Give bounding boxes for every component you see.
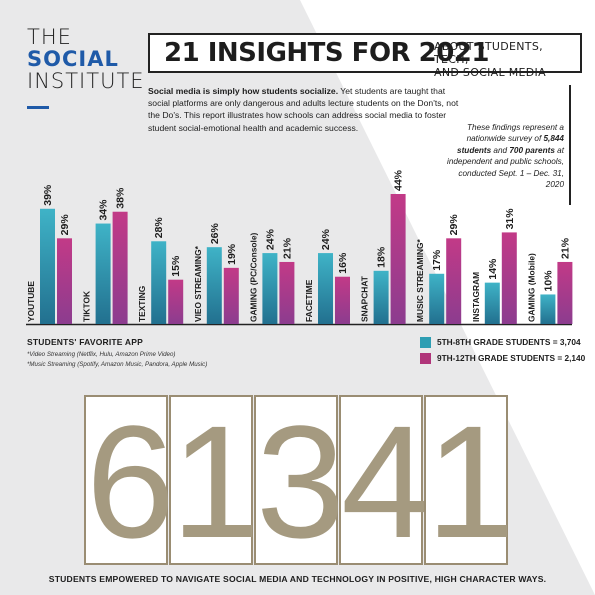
page-title: 21 INSIGHTS FOR 2021 <box>164 38 489 68</box>
data-label: 26% <box>209 223 221 245</box>
data-label: 29% <box>448 214 460 236</box>
data-label: 39% <box>42 184 54 206</box>
note-part-3: at independent and public schools, condu… <box>447 145 564 190</box>
bar-middle-school <box>95 223 111 324</box>
note-students: 5,844 students <box>457 134 564 155</box>
category-label: MUSIC STREAMING* <box>415 238 425 322</box>
logo-line-2: SOCIAL <box>27 47 119 71</box>
category-label: TEXTING <box>137 286 147 322</box>
category-label: GAMING (PC/Console) <box>248 232 258 322</box>
logo: THE SOCIAL INSTITUTE <box>27 25 145 109</box>
bar-middle-school <box>151 241 167 324</box>
legend-label-high: 9TH-12TH GRADE STUDENTS = 2,140 <box>437 353 586 363</box>
legend-item-high: 9TH-12TH GRADE STUDENTS = 2,140 <box>420 353 586 365</box>
title-box: 21 INSIGHTS FOR 2021 ABOUT STUDENTS, TEC… <box>148 33 582 79</box>
data-label: 21% <box>559 237 571 259</box>
bar-high-school <box>168 279 184 324</box>
category-label: GAMING (Mobile) <box>526 253 536 322</box>
bar-high-school <box>390 194 406 324</box>
bar-middle-school <box>40 208 55 324</box>
category-label: VIEO STREAMING* <box>193 245 203 322</box>
bar-high-school <box>279 261 295 324</box>
digit-box-3: 3 <box>254 392 345 571</box>
bar-middle-school <box>484 282 500 324</box>
data-label: 18% <box>376 246 388 268</box>
logo-line-1: THE <box>27 25 72 49</box>
digit-5: 1 <box>426 392 515 571</box>
bar-high-school <box>223 267 239 324</box>
data-label: 34% <box>98 199 110 221</box>
bar-middle-school <box>373 270 389 324</box>
subtitle-line-2: AND SOCIAL MEDIA <box>434 66 546 79</box>
digit-4: 4 <box>341 392 430 571</box>
bar-high-school <box>557 261 573 324</box>
bar-middle-school <box>262 253 278 324</box>
note-divider <box>569 85 571 205</box>
digit-box-2: 1 <box>169 392 260 571</box>
data-label: 17% <box>431 249 443 271</box>
data-label: 19% <box>226 243 238 265</box>
bar-high-school <box>112 211 128 324</box>
legend-label-middle: 5TH-8TH GRADE STUDENTS = 3,704 <box>437 337 581 347</box>
digit-box-1: 6 <box>84 392 175 571</box>
digit-box-5: 1 <box>424 392 515 571</box>
digit-box-4: 4 <box>339 392 430 571</box>
subtitle-line-1: ABOUT STUDENTS, TECH, <box>434 40 543 66</box>
legend-swatch-magenta <box>420 353 431 365</box>
intro-bold: Social media is simply how students soci… <box>148 86 339 96</box>
data-label: 44% <box>393 169 405 191</box>
legend-item-middle: 5TH-8TH GRADE STUDENTS = 3,704 <box>420 337 581 349</box>
category-label: YOUTUBE <box>26 281 36 322</box>
note-part-1: These findings represent a nationwide su… <box>466 123 564 144</box>
category-label: FACETIME <box>304 279 314 322</box>
bar-middle-school <box>318 253 333 324</box>
intro-paragraph: Social media is simply how students soci… <box>148 85 466 134</box>
footnote-video: *Video Streaming (Netflix, Hulu, Amazon … <box>27 351 176 358</box>
digit-2: 1 <box>171 392 260 571</box>
digit-1: 6 <box>86 392 175 571</box>
note-parents: 700 parents <box>509 145 555 155</box>
category-label: INSTAGRAM <box>471 272 481 322</box>
data-label: 21% <box>281 237 293 259</box>
bottom-caption: STUDENTS EMPOWERED TO NAVIGATE SOCIAL ME… <box>48 574 547 584</box>
bar-high-school <box>501 232 517 324</box>
data-label: 15% <box>170 255 182 277</box>
intro-text: Yet students are taught that social plat… <box>148 86 459 133</box>
category-label: TIKTOK <box>82 291 92 322</box>
bar-high-school <box>335 276 350 324</box>
data-label: 31% <box>504 208 516 230</box>
data-label: 38% <box>115 187 127 209</box>
data-label: 28% <box>153 217 165 239</box>
data-label: 10% <box>542 270 554 292</box>
data-label: 16% <box>337 252 349 274</box>
bar-high-school <box>446 238 462 324</box>
data-label: 29% <box>59 214 71 236</box>
chart-label: STUDENTS' FAVORITE APP <box>27 337 143 347</box>
note-part-2: and <box>491 145 510 155</box>
data-label: 24% <box>320 228 332 250</box>
legend-swatch-teal <box>420 337 431 349</box>
page-subtitle: ABOUT STUDENTS, TECH, AND SOCIAL MEDIA <box>434 40 580 79</box>
data-label: 14% <box>487 258 499 280</box>
category-label: SNAPCHAT <box>360 275 370 322</box>
bar-chart: YOUTUBE 39% 29% TIKTOK 34% 38% TEXTING 28% 15% VI… <box>26 169 573 326</box>
survey-note: These findings represent a nationwide su… <box>446 122 564 190</box>
bar-middle-school <box>429 273 445 324</box>
bar-high-school <box>57 238 72 324</box>
footnote-music: *Music Streaming (Spotify, Amazon Music,… <box>27 361 208 368</box>
bar-middle-school <box>540 294 556 324</box>
data-label: 24% <box>264 228 276 250</box>
logo-underline <box>27 106 49 109</box>
digit-3: 3 <box>256 392 345 571</box>
bar-middle-school <box>206 247 222 324</box>
logo-line-3: INSTITUTE <box>27 69 145 93</box>
